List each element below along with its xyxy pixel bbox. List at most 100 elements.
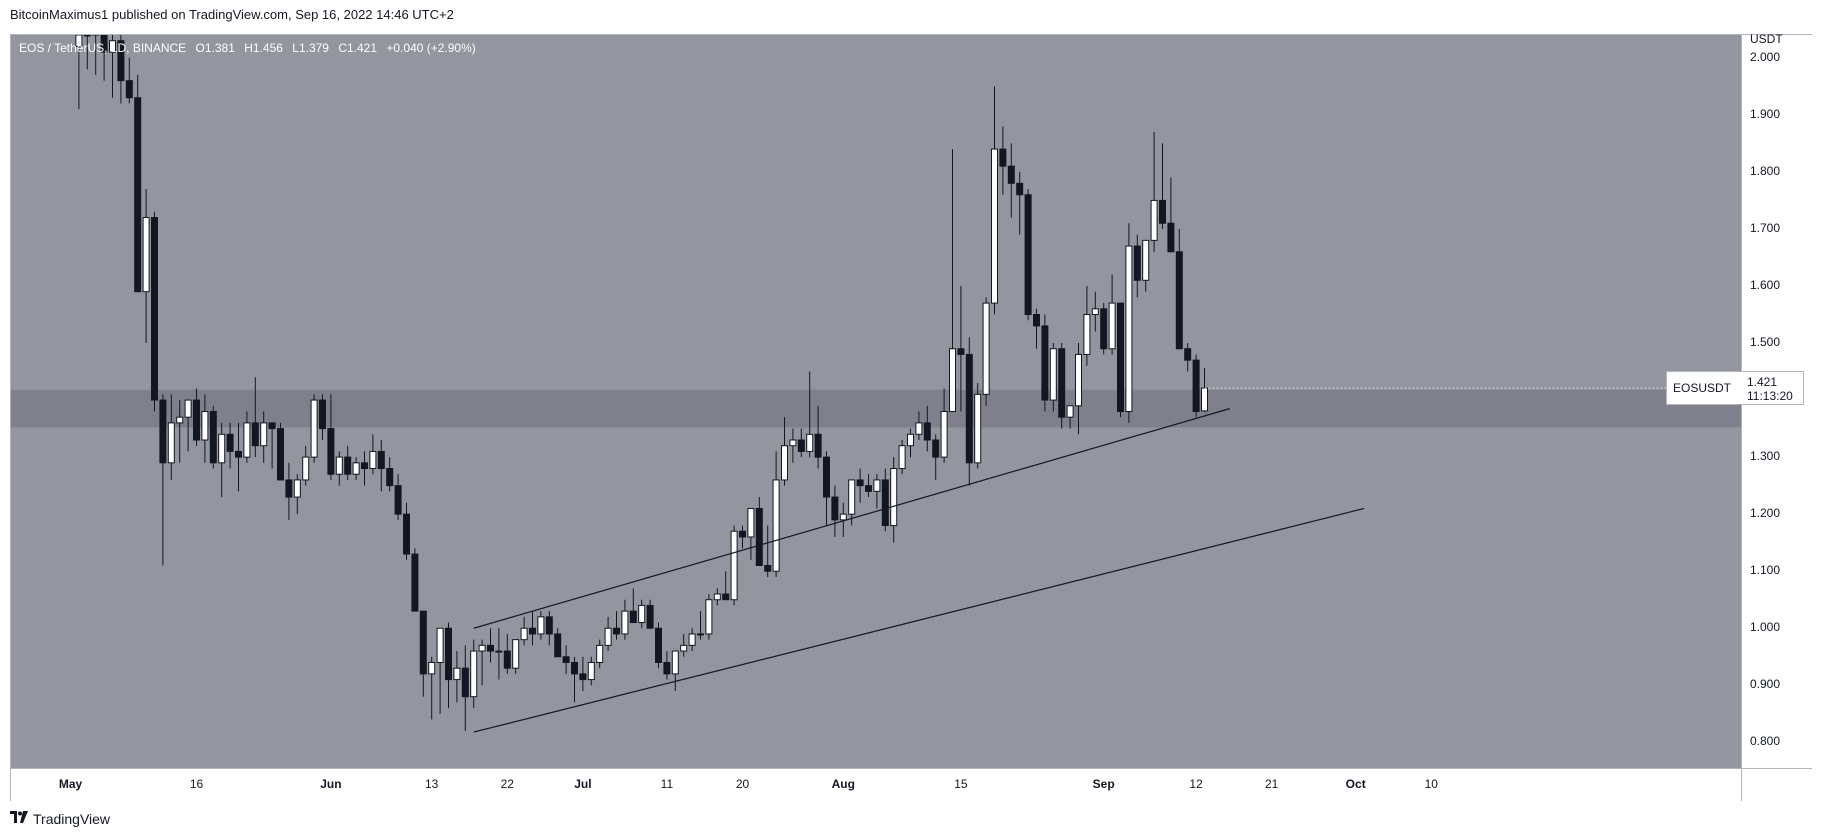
candle-body bbox=[613, 627, 620, 635]
candle-body bbox=[260, 422, 268, 447]
time-tick-label: Aug bbox=[831, 777, 855, 791]
candle-body bbox=[377, 450, 385, 470]
candle-body bbox=[907, 433, 914, 447]
price-tick-label: 1.600 bbox=[1750, 277, 1781, 292]
candle-body bbox=[881, 479, 889, 527]
candle-body bbox=[898, 445, 906, 470]
candle-body bbox=[755, 507, 763, 566]
candle-body bbox=[419, 610, 427, 675]
candle-body bbox=[100, 35, 108, 53]
candle-body bbox=[554, 633, 562, 658]
time-tick-label: Oct bbox=[1345, 777, 1366, 791]
candle-body bbox=[352, 462, 360, 475]
time-tick-label: 21 bbox=[1265, 777, 1279, 791]
candle-body bbox=[571, 661, 578, 675]
candle-body bbox=[503, 650, 511, 669]
candle-body bbox=[587, 661, 595, 681]
price-tick-label: 1.700 bbox=[1750, 220, 1781, 235]
bar-countdown: 11:13:20 bbox=[1747, 389, 1793, 404]
time-tick-label: 16 bbox=[189, 777, 204, 791]
trendline-1 bbox=[473, 408, 1230, 629]
candle-body bbox=[831, 496, 839, 521]
candle-body bbox=[428, 661, 436, 675]
candle-body bbox=[487, 644, 494, 652]
candle-body bbox=[335, 456, 343, 475]
candle-body bbox=[797, 439, 805, 452]
candle-body bbox=[1125, 245, 1133, 412]
candle-body bbox=[327, 428, 335, 475]
candle-body bbox=[411, 553, 419, 612]
candle-body bbox=[747, 507, 755, 538]
candle-body bbox=[629, 610, 637, 624]
candle-body bbox=[814, 433, 822, 458]
candle-body bbox=[436, 627, 444, 663]
candle-body bbox=[730, 530, 738, 601]
candle-body bbox=[529, 627, 536, 635]
candle-body bbox=[1024, 194, 1032, 316]
candle-body bbox=[655, 627, 662, 663]
candle-body bbox=[125, 80, 133, 99]
candle-body bbox=[974, 393, 982, 464]
candle-body bbox=[277, 428, 284, 481]
trendline-2 bbox=[473, 507, 1365, 733]
candle-body bbox=[1083, 314, 1091, 355]
legend-close: C1.421 bbox=[338, 41, 378, 55]
candle-body bbox=[722, 593, 730, 601]
candle-body bbox=[386, 468, 394, 487]
candle-body bbox=[940, 410, 948, 458]
legend-symbol: EOS / TetherUS, 1D, BINANCE bbox=[19, 41, 187, 55]
candle-body bbox=[865, 485, 872, 492]
candle-body bbox=[923, 422, 931, 441]
candle-body bbox=[873, 479, 881, 492]
candle-body bbox=[781, 445, 788, 481]
candle-body bbox=[1033, 314, 1040, 327]
axis-corner bbox=[1741, 768, 1812, 801]
candle-body bbox=[688, 633, 696, 646]
candle-body bbox=[1108, 302, 1116, 350]
candle-body bbox=[806, 433, 814, 452]
time-tick-label: 22 bbox=[500, 777, 514, 791]
tradingview-logo-icon bbox=[10, 810, 28, 827]
time-axis[interactable]: May 16 Jun 13 22 Jul 11 20 Aug 15 Sep 12 21 Oct 10 bbox=[11, 768, 1741, 801]
candle-body bbox=[184, 399, 192, 418]
candle-body bbox=[159, 399, 167, 464]
legend-open: O1.381 bbox=[195, 41, 235, 55]
candle-body bbox=[789, 439, 797, 447]
candle-body bbox=[243, 422, 251, 458]
candle-body bbox=[949, 348, 956, 412]
candle-body bbox=[369, 450, 377, 470]
time-tick-label: 15 bbox=[954, 777, 968, 791]
candle-body bbox=[1133, 245, 1141, 281]
candle-body bbox=[823, 456, 830, 498]
candle-body bbox=[957, 348, 965, 355]
price-tick-label: 1.200 bbox=[1750, 506, 1781, 521]
candle-body bbox=[134, 97, 142, 293]
candle-body bbox=[671, 650, 679, 675]
candle-body bbox=[1175, 251, 1183, 350]
candle-body bbox=[75, 35, 83, 47]
candle-body bbox=[293, 479, 301, 498]
candle-body bbox=[663, 661, 671, 675]
candle-body bbox=[109, 40, 116, 53]
last-price-symbol: EOSUSDT bbox=[1673, 381, 1732, 396]
time-tick-label: 12 bbox=[1189, 777, 1203, 791]
candle-body bbox=[697, 633, 704, 636]
plot-area[interactable]: EOS / TetherUS, 1D, BINANCE O1.381 H1.45… bbox=[11, 35, 1741, 768]
candle-body bbox=[680, 644, 688, 652]
candle-body bbox=[453, 667, 461, 681]
candle-body bbox=[965, 353, 973, 464]
candle-body bbox=[285, 479, 293, 498]
candle-body bbox=[201, 410, 209, 441]
last-price-label: EOSUSDT 1.421 11:13:20 bbox=[1666, 371, 1804, 406]
candle-body bbox=[470, 650, 478, 698]
candle-body bbox=[461, 667, 469, 698]
candle-body bbox=[579, 673, 587, 681]
time-tick-label: 10 bbox=[1424, 777, 1438, 791]
candle-body bbox=[1066, 405, 1074, 418]
price-axis-currency: USDT bbox=[1750, 32, 1783, 46]
candle-body bbox=[982, 302, 990, 395]
candle-body bbox=[772, 479, 780, 572]
footer-branding: TradingView bbox=[10, 810, 110, 827]
candle-body bbox=[520, 627, 528, 641]
candle-body bbox=[344, 456, 352, 475]
